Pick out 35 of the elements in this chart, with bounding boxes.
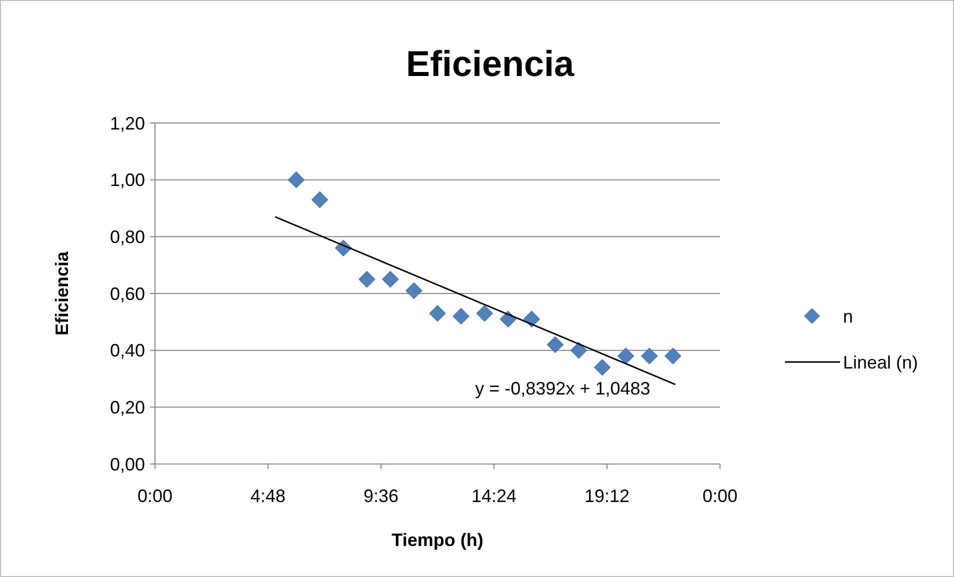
y-tick-label: 0,40: [110, 340, 145, 361]
point: [358, 270, 376, 288]
point: [452, 308, 470, 325]
point: [476, 305, 493, 322]
point: [500, 310, 516, 328]
point: [546, 336, 564, 353]
y-tick-label: 0,00: [110, 454, 145, 474]
x-tick-label: 9:36: [363, 486, 399, 506]
y-tick-label: 0,60: [110, 284, 145, 304]
x-tick-label: 14:24: [471, 486, 517, 506]
point: [288, 172, 305, 188]
x-tick-label: 19:12: [584, 486, 630, 506]
point: [311, 191, 328, 208]
y-tick-label: 0,20: [110, 397, 145, 418]
point: [641, 348, 658, 364]
legend-label: n: [843, 306, 854, 326]
x-tick-label: 0:00: [137, 486, 173, 506]
chart-title: Eficiencia: [406, 43, 576, 84]
point: [570, 342, 588, 359]
point: [618, 348, 634, 364]
y-axis-title: Eficiencia: [52, 250, 72, 336]
x-axis-title: Tiempo (h): [392, 530, 484, 550]
point: [406, 282, 422, 299]
x-tick-label: 0:00: [702, 486, 738, 506]
point: [382, 270, 399, 288]
point: [664, 348, 682, 364]
y-tick-label: 1,00: [110, 170, 145, 190]
annotation: y = -0,8392x + 1,0483: [475, 378, 650, 398]
legend-label: Lineal (n): [843, 352, 918, 372]
y-tick-label: 1,20: [110, 113, 145, 134]
point: [523, 310, 540, 328]
x-tick-label: 4:48: [250, 486, 286, 506]
point: [594, 359, 611, 376]
point: [429, 305, 446, 322]
y-tick-label: 0,80: [110, 226, 145, 247]
